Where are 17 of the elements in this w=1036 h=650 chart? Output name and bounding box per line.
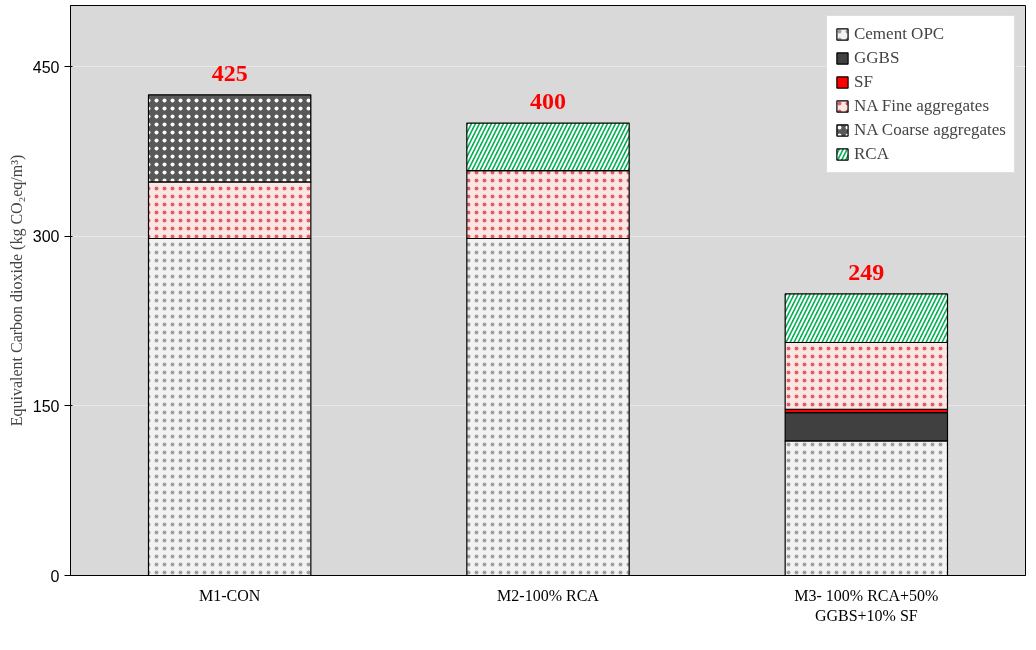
legend-label: RCA [853, 144, 889, 164]
legend-label: SF [853, 72, 874, 92]
legend-label: NA Coarse aggregates [853, 120, 1006, 140]
y-tick-label: 150 [32, 397, 60, 415]
total-label: 425 [211, 59, 248, 86]
y-tick-label: 450 [32, 58, 60, 76]
y-tick-label: 300 [32, 228, 60, 246]
total-label: 400 [530, 88, 566, 115]
total-label: 249 [848, 258, 885, 285]
legend-label: Cement OPC [853, 24, 945, 44]
legend-label: NA Fine aggregates [853, 96, 990, 116]
x-tick-label: M2-100% RCA [497, 586, 600, 604]
legend-label: GGBS [853, 48, 900, 68]
y-tick-label: 0 [50, 567, 60, 585]
y-axis-title: Equivalent Carbon dioxide (kg CO₂eq/m³) [7, 154, 26, 427]
x-tick-label: M1-CON [199, 586, 261, 604]
x-tick-label: M3- 100% RCA+50% GGBS+10% SF [794, 586, 939, 624]
